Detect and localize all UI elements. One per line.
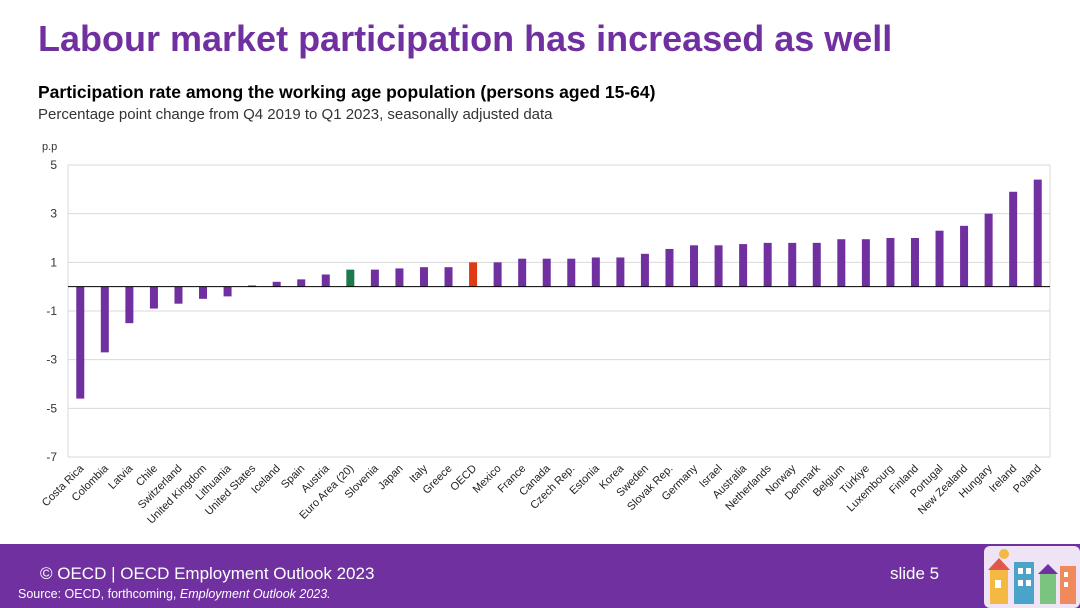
y-axis-label: p.p — [42, 141, 57, 153]
y-tick-label: -3 — [46, 353, 57, 367]
source-prefix: Source: OECD, forthcoming, — [18, 587, 180, 601]
bar — [690, 245, 699, 287]
bar — [149, 286, 158, 309]
x-tick-label: Poland — [1011, 463, 1044, 496]
bar — [493, 262, 502, 287]
y-tick-label: 3 — [50, 207, 57, 221]
bar — [739, 244, 748, 287]
bar — [591, 257, 600, 287]
bar — [665, 248, 674, 287]
y-tick-label: -1 — [46, 304, 57, 318]
chart-title: Participation rate among the working age… — [38, 82, 656, 102]
x-tick-label: Japan — [376, 463, 406, 493]
bar — [223, 286, 232, 297]
bar — [174, 286, 183, 304]
bar — [567, 258, 576, 287]
bar — [1033, 179, 1042, 287]
bar — [518, 258, 527, 287]
bar — [76, 286, 85, 399]
grid-layer — [67, 164, 1051, 458]
bar — [640, 253, 649, 287]
bar — [370, 269, 379, 287]
bars-layer — [76, 179, 1042, 399]
footer-bar: © OECD | OECD Employment Outlook 2023 sl… — [0, 544, 1080, 608]
bar — [788, 242, 797, 287]
bar — [125, 286, 134, 324]
bar — [984, 213, 993, 287]
bar — [861, 239, 870, 287]
footer-copyright: © OECD | OECD Employment Outlook 2023 — [40, 564, 375, 583]
bar — [100, 286, 109, 353]
bar — [272, 281, 281, 287]
bar — [469, 262, 478, 287]
y-tick-label: 5 — [50, 158, 57, 172]
x-tick-label: Latvia — [106, 462, 136, 492]
bar — [297, 279, 306, 287]
chart-subtitle: Percentage point change from Q4 2019 to … — [38, 106, 553, 123]
slide-number: slide 5 — [890, 564, 940, 583]
bar — [910, 238, 919, 287]
source-note: Source: OECD, forthcoming, Employment Ou… — [18, 587, 331, 601]
bar — [321, 274, 330, 287]
bar — [1009, 191, 1018, 287]
slide-title: Labour market participation has increase… — [38, 18, 893, 59]
y-tick-label: -7 — [46, 450, 57, 464]
bar — [419, 267, 428, 287]
bar — [935, 230, 944, 287]
bar — [960, 225, 969, 287]
bar — [444, 267, 453, 287]
town-illustration-icon — [984, 546, 1080, 608]
bar — [542, 258, 551, 287]
bar — [763, 242, 772, 287]
bar — [714, 245, 723, 287]
y-tick-label: -5 — [46, 401, 57, 415]
bar — [346, 269, 355, 287]
bar — [199, 286, 208, 299]
y-tick-label: 1 — [50, 255, 57, 269]
bar — [616, 257, 625, 287]
bar — [248, 285, 257, 287]
bar — [837, 239, 846, 287]
bar — [886, 238, 895, 287]
source-publication: Employment Outlook 2023. — [179, 587, 331, 601]
bar — [812, 242, 821, 287]
bar — [395, 268, 404, 287]
